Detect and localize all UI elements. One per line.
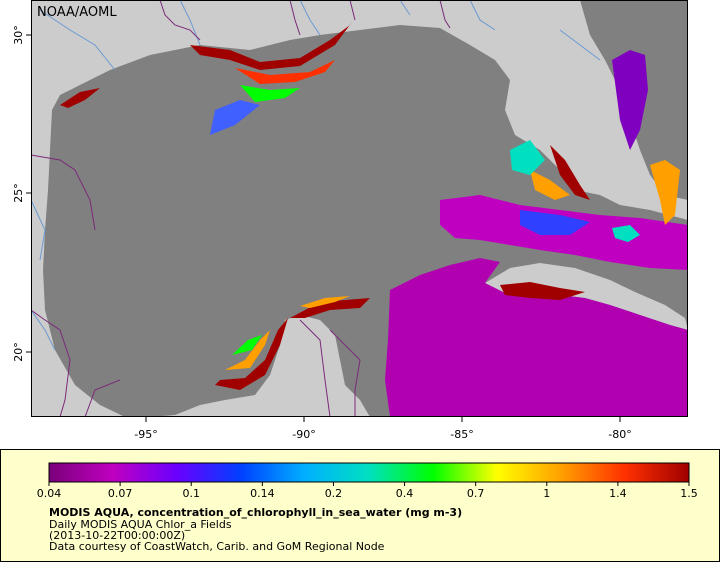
longitude-axis: -95° -90° -85° -80° bbox=[134, 417, 632, 441]
coastal-mid-chlorophyll bbox=[235, 60, 335, 84]
colorbar-tick-label: 1 bbox=[543, 487, 550, 500]
colorbar-tick-label: 0.04 bbox=[37, 487, 62, 500]
cuba-coast-high-chlorophyll bbox=[500, 282, 585, 300]
colorbar-tick-label: 0.4 bbox=[396, 487, 414, 500]
lon-tick-95: -95° bbox=[134, 428, 157, 441]
lon-tick-85: -85° bbox=[450, 428, 473, 441]
lon-tick-80: -80° bbox=[608, 428, 631, 441]
colorbar-ticks: 0.04 0.07 0.1 0.14 0.2 0.4 0.7 1 1.4 1.5 bbox=[37, 482, 698, 500]
texas-coast-high-chlorophyll bbox=[60, 88, 100, 108]
caribbean-low-chlorophyll bbox=[385, 258, 688, 417]
colorbar-ramp bbox=[48, 462, 690, 483]
map-frame bbox=[31, 0, 688, 417]
legend-panel: 0.04 0.07 0.1 0.14 0.2 0.4 0.7 1 1.4 1.5 MODIS AQ… bbox=[0, 449, 720, 562]
caption-time: (2013-10-22T00:00:00Z) bbox=[49, 529, 186, 542]
political-borders bbox=[31, 0, 451, 417]
bahamas-high-chlorophyll bbox=[650, 160, 680, 225]
colorbar: 0.04 0.07 0.1 0.14 0.2 0.4 0.7 1 1.4 1.5 bbox=[37, 462, 698, 500]
colorbar-tick-label: 1.5 bbox=[680, 487, 698, 500]
florida-shelf-high-chlorophyll bbox=[550, 145, 590, 200]
cuba-land bbox=[485, 263, 688, 330]
florida-straits-blue-chlorophyll bbox=[520, 210, 590, 235]
caption-credit: Data courtesy of CoastWatch, Carib. and … bbox=[49, 540, 385, 553]
yucatan-high-chlorophyll bbox=[290, 298, 370, 318]
chlorophyll-map: 30° 25° 20° -95° -90° -85° -80° bbox=[12, 0, 688, 441]
florida-shelf-mid-chlorophyll bbox=[530, 170, 570, 200]
lon-tick-90: -90° bbox=[292, 428, 315, 441]
colorbar-tick-label: 0.1 bbox=[182, 487, 200, 500]
rivers bbox=[31, 0, 601, 351]
yucatan-mid-chlorophyll bbox=[300, 296, 350, 308]
caption-subtitle: Daily MODIS AQUA Chlor_a Fields bbox=[49, 518, 232, 531]
colorbar-tick-label: 1.4 bbox=[609, 487, 627, 500]
coastal-low-chlorophyll bbox=[240, 85, 300, 102]
florida-shelf-green-chlorophyll bbox=[510, 140, 545, 175]
lat-tick-25: 25° bbox=[12, 183, 25, 203]
colorbar-tick-label: 0.2 bbox=[325, 487, 343, 500]
lat-tick-30: 30° bbox=[12, 25, 25, 45]
colorbar-tick-label: 0.14 bbox=[250, 487, 275, 500]
bahamas-green-chlorophyll bbox=[612, 225, 640, 242]
colorbar-tick-label: 0.7 bbox=[467, 487, 485, 500]
campeche-green-chlorophyll bbox=[232, 335, 262, 355]
shelf-blue-chlorophyll bbox=[210, 100, 260, 135]
florida-east-chlorophyll bbox=[612, 50, 648, 150]
coastal-high-chlorophyll bbox=[190, 10, 360, 70]
caption-title: MODIS AQUA, concentration_of_chlorophyll… bbox=[49, 506, 463, 519]
latitude-axis: 30° 25° 20° bbox=[12, 25, 31, 362]
chlorophyll-patches bbox=[60, 10, 688, 417]
colorbar-tick-label: 0.07 bbox=[108, 487, 133, 500]
campeche-high-chlorophyll bbox=[215, 318, 288, 390]
watermark-label: NOAA/AOML bbox=[37, 5, 117, 20]
lat-tick-20: 20° bbox=[12, 342, 25, 362]
campeche-mid-chlorophyll bbox=[225, 330, 270, 370]
